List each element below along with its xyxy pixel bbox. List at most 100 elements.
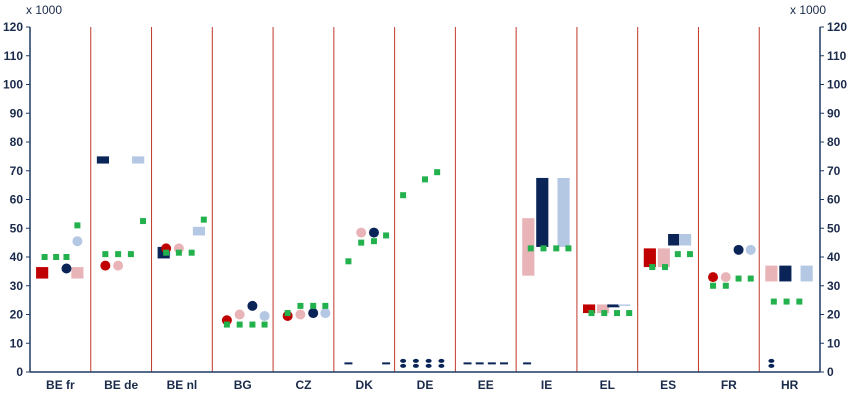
axes — [26, 26, 824, 373]
y-tick-labels: 0 0 10 10 20 20 30 30 40 40 50 50 60 60 70 70 80 80 90 90 10… — [3, 20, 847, 379]
range-bar — [800, 265, 813, 282]
point-square — [115, 251, 122, 258]
y-tick-label-right: 120 — [827, 20, 847, 34]
point-circle — [247, 300, 258, 311]
y-tick-label-right: 80 — [827, 135, 841, 149]
point-circle — [720, 272, 731, 283]
point-square — [649, 264, 656, 271]
point-dot-lower — [438, 363, 445, 368]
point-square — [383, 232, 390, 239]
range-bar — [596, 304, 610, 314]
data-points — [41, 169, 803, 368]
y-tick-label-left: 120 — [3, 20, 23, 34]
point-square — [527, 245, 534, 252]
point-square — [358, 239, 365, 246]
point-dot-upper — [768, 358, 775, 363]
point-square — [41, 254, 48, 260]
x-category-label: EL — [600, 378, 615, 392]
point-square — [310, 302, 317, 309]
x-category-label: BG — [234, 378, 252, 392]
point-square — [102, 251, 109, 258]
y-tick-label-left: 90 — [10, 106, 24, 120]
point-circle — [61, 263, 72, 274]
point-square — [747, 275, 754, 282]
point-circle — [356, 227, 367, 238]
y-tick-label-right: 90 — [827, 106, 841, 120]
point-square — [74, 222, 81, 229]
x-category-label: ES — [660, 378, 676, 392]
x-category-label: BE fr — [46, 378, 75, 392]
point-circle — [295, 309, 306, 320]
point-circle — [733, 244, 744, 255]
point-square — [175, 249, 182, 256]
y-tick-label-right: 70 — [827, 164, 841, 178]
point-square — [127, 251, 134, 258]
y-tick-label-right: 60 — [827, 193, 841, 207]
point-square — [796, 298, 803, 305]
range-bar — [583, 304, 596, 314]
x-category-label: BE de — [104, 378, 138, 392]
range-bar — [618, 304, 631, 306]
unit-label-left: x 1000 — [26, 3, 62, 17]
point-square — [783, 298, 790, 305]
point-square — [722, 282, 729, 289]
y-tick-label-right: 100 — [827, 78, 847, 92]
y-tick-label-left: 40 — [10, 250, 24, 264]
point-square — [322, 302, 329, 309]
point-square — [565, 245, 572, 252]
category-separators — [90, 27, 760, 372]
point-square — [553, 245, 560, 252]
point-square — [434, 169, 441, 176]
point-square — [770, 298, 777, 305]
point-square — [223, 321, 230, 328]
point-square — [400, 192, 407, 199]
point-square — [200, 216, 207, 223]
range-bar — [96, 156, 109, 164]
point-dot-upper — [412, 358, 419, 363]
range-bar — [536, 177, 549, 247]
range-bar — [657, 248, 670, 268]
y-tick-label-left: 30 — [10, 279, 24, 293]
point-circle — [745, 244, 756, 255]
y-tick-label-left: 80 — [10, 135, 24, 149]
y-tick-label-right: 110 — [827, 49, 847, 63]
y-tick-label-left: 70 — [10, 164, 24, 178]
point-square — [588, 310, 595, 317]
y-tick-label-left: 10 — [10, 336, 24, 350]
range-bar — [557, 177, 570, 247]
y-tick-label-left: 110 — [4, 49, 24, 63]
point-dot-upper — [438, 358, 445, 363]
x-category-label: DE — [417, 378, 434, 392]
y-tick-label-left: 60 — [10, 193, 24, 207]
range-bar — [36, 267, 49, 279]
point-square — [63, 254, 70, 260]
x-category-label: DK — [356, 378, 374, 392]
point-square — [261, 321, 268, 328]
point-circle — [708, 272, 719, 283]
point-square — [540, 245, 547, 252]
x-category-label: IE — [541, 378, 552, 392]
range-bar — [668, 234, 681, 246]
point-square — [614, 310, 621, 317]
point-circle — [368, 227, 379, 238]
x-category-label: HR — [781, 378, 799, 392]
x-category-label: EE — [478, 378, 494, 392]
range-bar — [192, 226, 206, 236]
y-tick-label-right: 40 — [827, 250, 841, 264]
point-dot-lower — [412, 363, 419, 368]
point-dot-lower — [400, 363, 407, 368]
point-circle — [259, 310, 270, 321]
point-circle — [72, 236, 83, 247]
y-tick-label-left: 20 — [10, 308, 24, 322]
point-square — [249, 321, 256, 328]
range-bar — [779, 265, 792, 282]
point-dot-lower — [425, 363, 432, 368]
unit-label-right: x 1000 — [790, 3, 826, 17]
point-square — [662, 264, 669, 271]
point-square — [674, 251, 681, 258]
point-square — [53, 254, 60, 260]
point-square — [163, 249, 170, 256]
y-tick-label-right: 30 — [827, 279, 841, 293]
point-square — [236, 321, 243, 328]
